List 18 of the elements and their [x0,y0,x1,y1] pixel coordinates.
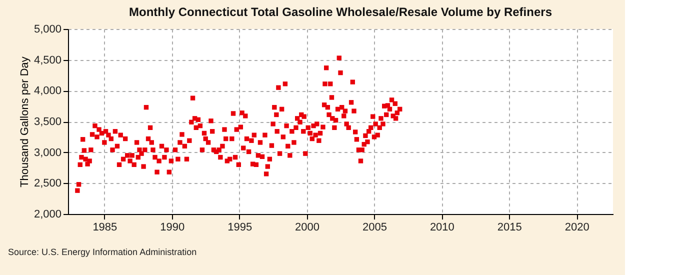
y-tick-label: 3,500 [34,116,62,128]
y-tick-label: 3,000 [34,146,62,159]
y-tick-label: 2,500 [34,178,62,190]
x-tick-label: 2010 [430,222,454,234]
x-tick-label: 2000 [295,222,320,234]
y-tick-label: 4,000 [34,85,62,98]
y-axis-title: Thousand Gallons per Day [18,56,31,188]
x-tick-label: 2005 [362,222,387,234]
y-tick-label: 5,000 [34,24,62,36]
x-tick-label: 2015 [497,222,522,234]
x-tick-label: 2020 [564,222,590,234]
x-tick-label: 1985 [92,222,118,234]
x-tick-label: 1995 [228,222,252,234]
chart-title: Monthly Connecticut Total Gasoline Wholesale/Resale Volume by Refiners [129,5,552,19]
x-tick-label: 1990 [160,222,185,234]
y-tick-label: 4,500 [34,54,62,66]
y-tick-label: 2,000 [34,208,62,220]
source-note: Source: U.S. Energy Information Administration [8,247,197,257]
